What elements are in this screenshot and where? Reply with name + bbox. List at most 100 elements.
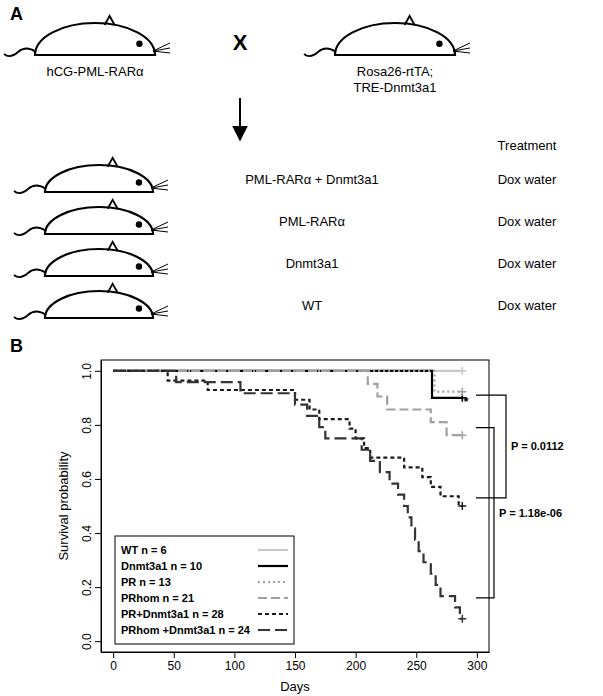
legend-label: Dnmt3a1 n = 10 <box>121 560 202 572</box>
figure-svg: AhCG-PML-RARα Rosa26-rtTA;TRE-Dnmt3a1 X Tre… <box>0 0 603 696</box>
legend-swatch <box>258 565 288 567</box>
y-tick: 0.8 <box>80 417 101 434</box>
treatment-label: Dox water <box>498 256 557 271</box>
y-tick-mark <box>95 641 101 642</box>
mouse <box>14 158 168 193</box>
mouse-ear <box>108 158 118 167</box>
x-tick-label: 150 <box>285 659 305 673</box>
x-tick: 250 <box>407 652 427 673</box>
mouse-tail <box>14 312 46 320</box>
legend: WT n = 6Dnmt3a1 n = 10PR n = 13PRhom n =… <box>115 536 294 644</box>
y-tick-mark <box>95 479 101 480</box>
genotype-label: Dnmt3a1 <box>286 256 339 271</box>
mouse-ear <box>105 16 115 25</box>
censor-mark <box>458 502 466 510</box>
mouse-whisker <box>453 43 470 51</box>
legend-label: PR n = 13 <box>121 576 171 588</box>
p-value-bracket <box>476 428 494 598</box>
panel-a: AhCG-PML-RARα Rosa26-rtTA;TRE-Dnmt3a1 X Tre… <box>4 4 557 319</box>
parent-label: TRE-Dnmt3a1 <box>353 80 436 95</box>
censor-mark <box>458 367 466 375</box>
x-tick-mark <box>234 652 235 658</box>
y-tick-label: 0.8 <box>80 417 94 434</box>
mouse <box>14 200 168 235</box>
mouse-tail <box>304 49 336 57</box>
legend-label: PRhom +Dnmt3a1 n = 24 <box>121 624 251 636</box>
x-tick: 150 <box>285 652 305 673</box>
cross-symbol: X <box>233 30 248 55</box>
cross-arrow <box>239 98 241 140</box>
mouse-whisker <box>153 43 170 51</box>
censor-mark <box>458 615 466 623</box>
treatment-label: Dox water <box>498 172 557 187</box>
mouse-tail <box>14 228 46 236</box>
mouse-ear <box>108 284 118 293</box>
p-value-label: P = 0.0112 <box>511 440 564 452</box>
mouse-eye <box>436 41 442 47</box>
panel-b: B0501001502002503000.00.20.40.60.81.0Day… <box>10 336 564 694</box>
y-tick-label: 1.0 <box>80 363 94 380</box>
x-axis: 050100150200250300 <box>102 652 490 673</box>
mouse-body <box>45 207 153 234</box>
x-tick: 50 <box>168 652 182 673</box>
mouse-whisker <box>151 188 168 190</box>
genotype-label: WT <box>302 298 322 313</box>
legend-swatch <box>258 581 288 583</box>
legend-swatch <box>258 613 288 615</box>
mouse-whisker <box>153 48 170 51</box>
x-tick-label: 100 <box>225 659 245 673</box>
mouse-eye <box>136 305 142 311</box>
censor-mark <box>458 431 466 439</box>
annotations: P = 0.0112P = 1.18e-06* <box>463 394 563 598</box>
x-axis-title: Days <box>280 679 310 694</box>
mouse-ear <box>108 200 118 209</box>
treatment-header: Treatment <box>498 138 557 153</box>
parent-label: Rosa26-rtTA; <box>357 64 433 79</box>
legend-label: WT n = 6 <box>121 544 167 556</box>
x-tick-mark <box>113 652 114 658</box>
y-axis: 0.00.20.40.60.81.0 <box>80 361 102 653</box>
treatment-label: Dox water <box>498 214 557 229</box>
annotation-label: * <box>463 394 469 409</box>
panel-label: A <box>10 4 23 24</box>
x-tick: 100 <box>225 652 245 673</box>
survival-curve <box>113 371 462 435</box>
x-tick-label: 0 <box>110 659 117 673</box>
mouse-whisker <box>453 51 470 53</box>
mouse-body <box>45 291 153 318</box>
mouse-ear <box>405 16 415 25</box>
y-tick-label: 0.2 <box>80 579 94 596</box>
mouse-body <box>45 165 153 192</box>
panel-label: B <box>10 336 23 356</box>
y-tick: 0.6 <box>80 471 101 488</box>
mouse-whisker <box>151 185 168 188</box>
mouse-tail <box>14 270 46 278</box>
mouse-body <box>45 249 153 276</box>
plot-frame <box>101 360 489 652</box>
mouse-whisker <box>151 222 168 230</box>
legend-swatch <box>258 549 288 551</box>
mouse-eye <box>136 263 142 269</box>
parent-label: hCG-PML-RARα <box>46 64 144 79</box>
mouse <box>304 16 470 56</box>
x-tick-mark <box>295 652 296 658</box>
x-tick-label: 200 <box>346 659 366 673</box>
p-value-bracket <box>476 395 506 498</box>
mouse-whisker <box>151 264 168 272</box>
x-tick: 200 <box>346 652 366 673</box>
figure: AhCG-PML-RARα Rosa26-rtTA;TRE-Dnmt3a1 X Tre… <box>0 0 603 696</box>
treatment-label: Dox water <box>498 298 557 313</box>
mouse-whisker <box>151 314 168 316</box>
mouse <box>4 16 170 56</box>
x-tick-mark <box>356 652 357 658</box>
x-tick-mark <box>416 652 417 658</box>
mouse-whisker <box>151 306 168 314</box>
x-tick-label: 50 <box>168 659 182 673</box>
mouse-ear <box>108 242 118 251</box>
mouse-eye <box>136 221 142 227</box>
mouse-whisker <box>151 227 168 230</box>
mouse-whisker <box>151 272 168 274</box>
mouse-body <box>335 23 455 55</box>
background <box>0 0 603 696</box>
mouse-tail <box>14 186 46 194</box>
